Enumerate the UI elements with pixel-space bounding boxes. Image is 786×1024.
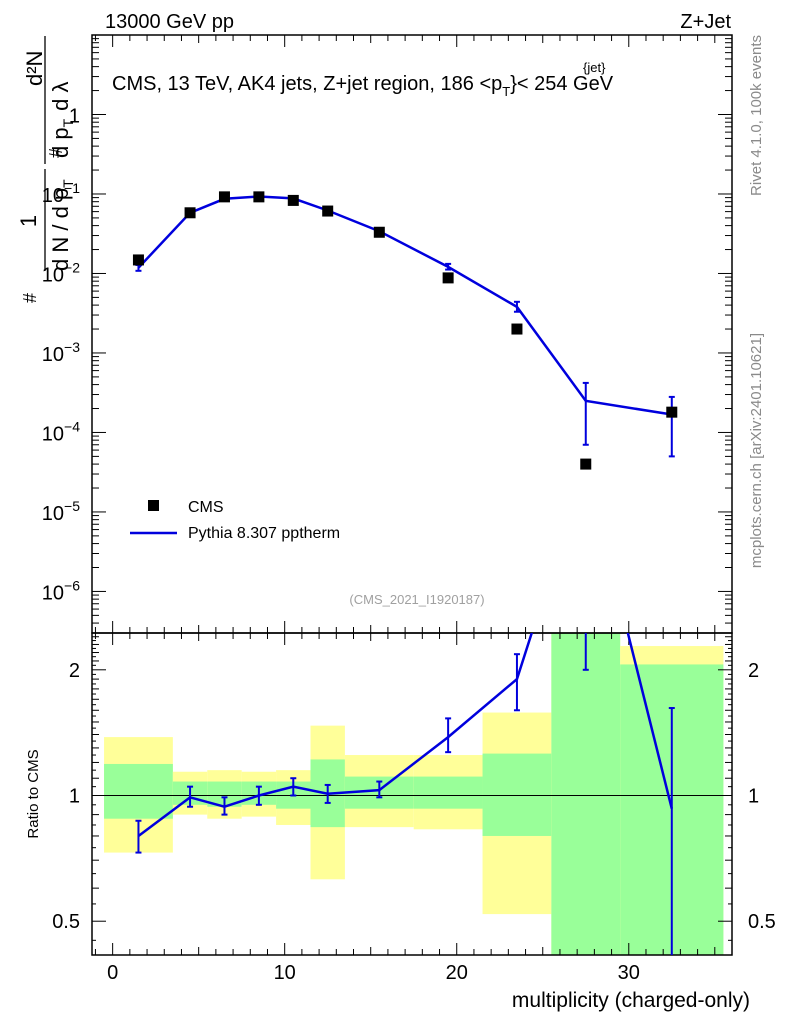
band-green (482, 753, 552, 836)
cms-data-point (218, 191, 230, 203)
plot-title-tail: }< 254 GeV (510, 73, 614, 95)
y-tick-label-exponent: −4 (64, 418, 80, 434)
ratio-data-series (135, 633, 675, 955)
pythia-line (137, 195, 672, 416)
band-green (413, 776, 483, 809)
y-tick-label-exponent: −6 (64, 577, 80, 593)
x-tick-label: 0 (107, 962, 118, 984)
y-tick-label-exponent: −5 (64, 498, 80, 514)
y-tick-label-ratio-left: 1 (69, 786, 80, 808)
y-tick-label-ratio-left: 2 (69, 660, 80, 682)
plot-title-sub: T (502, 84, 510, 99)
x-tick-label: 30 (618, 962, 640, 984)
ylabel-hash-left: # (20, 293, 40, 303)
legend: CMS Pythia 8.307 pptherm (130, 499, 340, 542)
mcplots-label: mcplots.cern.ch [arXiv:2401.10621] (748, 333, 765, 568)
main-y-tick-labels: 10−610−510−410−310−210−11 (42, 105, 80, 604)
svg-text:#: # (20, 293, 40, 303)
plot-title-sup: {jet} (583, 60, 606, 75)
energy-label: 13000 GeV pp (105, 11, 234, 33)
cms-data-point (132, 254, 144, 266)
y-tick-label-main: 10−4 (42, 418, 80, 445)
cms-data-point (666, 406, 678, 418)
ratio-y-tick-labels: 0.5 0.5 1 1 2 2 (52, 660, 776, 933)
legend-pythia-label: Pythia 8.307 pptherm (188, 525, 340, 542)
svg-text:d²N: d²N (22, 51, 47, 86)
y-tick-label-base: 10 (42, 185, 64, 207)
y-tick-label-main: 10−3 (42, 339, 80, 366)
y-tick-label-ratio-left: 0.5 (52, 911, 80, 933)
ylabel-dpt-sub: T (60, 118, 76, 127)
band-green (551, 633, 621, 955)
x-tick-labels: 0 10 20 30 (107, 962, 640, 984)
cms-data-point (287, 194, 299, 206)
y-tick-label-base: 10 (42, 582, 64, 604)
y-tick-label-main: 1 (69, 105, 80, 127)
svg-text:#: # (46, 148, 66, 158)
y-tick-label-base: 10 (42, 344, 64, 366)
y-tick-label-ratio-right: 1 (748, 786, 759, 808)
ylabel-hash-top: # (46, 148, 66, 158)
cms-data-point (322, 205, 334, 217)
legend-cms-label: CMS (188, 499, 224, 516)
cms-data-point (580, 458, 592, 470)
ratio-panel-frame (91, 632, 733, 956)
cms-data-point (511, 323, 523, 335)
main-data-series (132, 191, 678, 470)
ylabel-dn-dpt: d N / d p (48, 188, 73, 271)
y-tick-label-ratio-right: 2 (748, 660, 759, 682)
cms-data-point (184, 207, 196, 219)
y-tick-label-exponent: −2 (64, 259, 80, 275)
y-tick-label-main: 10−6 (42, 577, 80, 604)
y-tick-label-main: 10−1 (42, 180, 80, 207)
ylabel-dpt: d p (48, 127, 73, 158)
svg-text:d N / d pT: d N / d pT (48, 179, 76, 271)
ylabel-one: 1 (16, 215, 41, 227)
analysis-watermark: (CMS_2021_I1920187) (349, 592, 484, 607)
x-tick-label: 10 (274, 962, 296, 984)
svg-text:d pTd λ: d pTd λ (48, 81, 76, 158)
y-tick-label-exponent: −1 (64, 180, 80, 196)
x-axis-label: multiplicity (charged-only) (512, 989, 750, 1012)
ylabel-dlambda: d λ (48, 81, 73, 110)
svg-text:1: 1 (16, 215, 41, 227)
axis-ticks (92, 34, 732, 955)
legend-cms-marker (148, 500, 159, 511)
ylabel-d2n: d²N (22, 51, 47, 86)
cms-data-point (373, 226, 385, 238)
ratio-y-axis-label: Ratio to CMS (25, 749, 42, 838)
cms-data-point (253, 191, 265, 203)
plot-title-main: CMS, 13 TeV, AK4 jets, Z+jet region, 186… (112, 73, 502, 95)
plot-title: CMS, 13 TeV, AK4 jets, Z+jet region, 186… (112, 73, 614, 99)
ratio-uncertainty-bands (104, 633, 724, 955)
cms-data-point (442, 272, 454, 284)
y-tick-label-exponent: −3 (64, 339, 80, 355)
x-tick-label: 20 (446, 962, 468, 984)
y-tick-label-base: 10 (42, 503, 64, 525)
band-green (104, 763, 173, 819)
y-tick-label-ratio-right: 0.5 (748, 911, 776, 933)
main-panel-frame (91, 34, 733, 634)
process-label: Z+Jet (680, 11, 731, 33)
main-y-axis-label: # d²N 1 d N / d pT d pTd λ # (16, 36, 76, 303)
y-tick-label-base: 10 (42, 264, 64, 286)
y-tick-label-base: 10 (42, 423, 64, 445)
y-tick-label-main: 10−2 (42, 259, 80, 286)
ylabel-dn-dpt-sub: T (60, 179, 76, 188)
rivet-version-label: Rivet 4.1.0, 100k events (748, 35, 765, 196)
y-tick-label-main: 10−5 (42, 498, 80, 525)
